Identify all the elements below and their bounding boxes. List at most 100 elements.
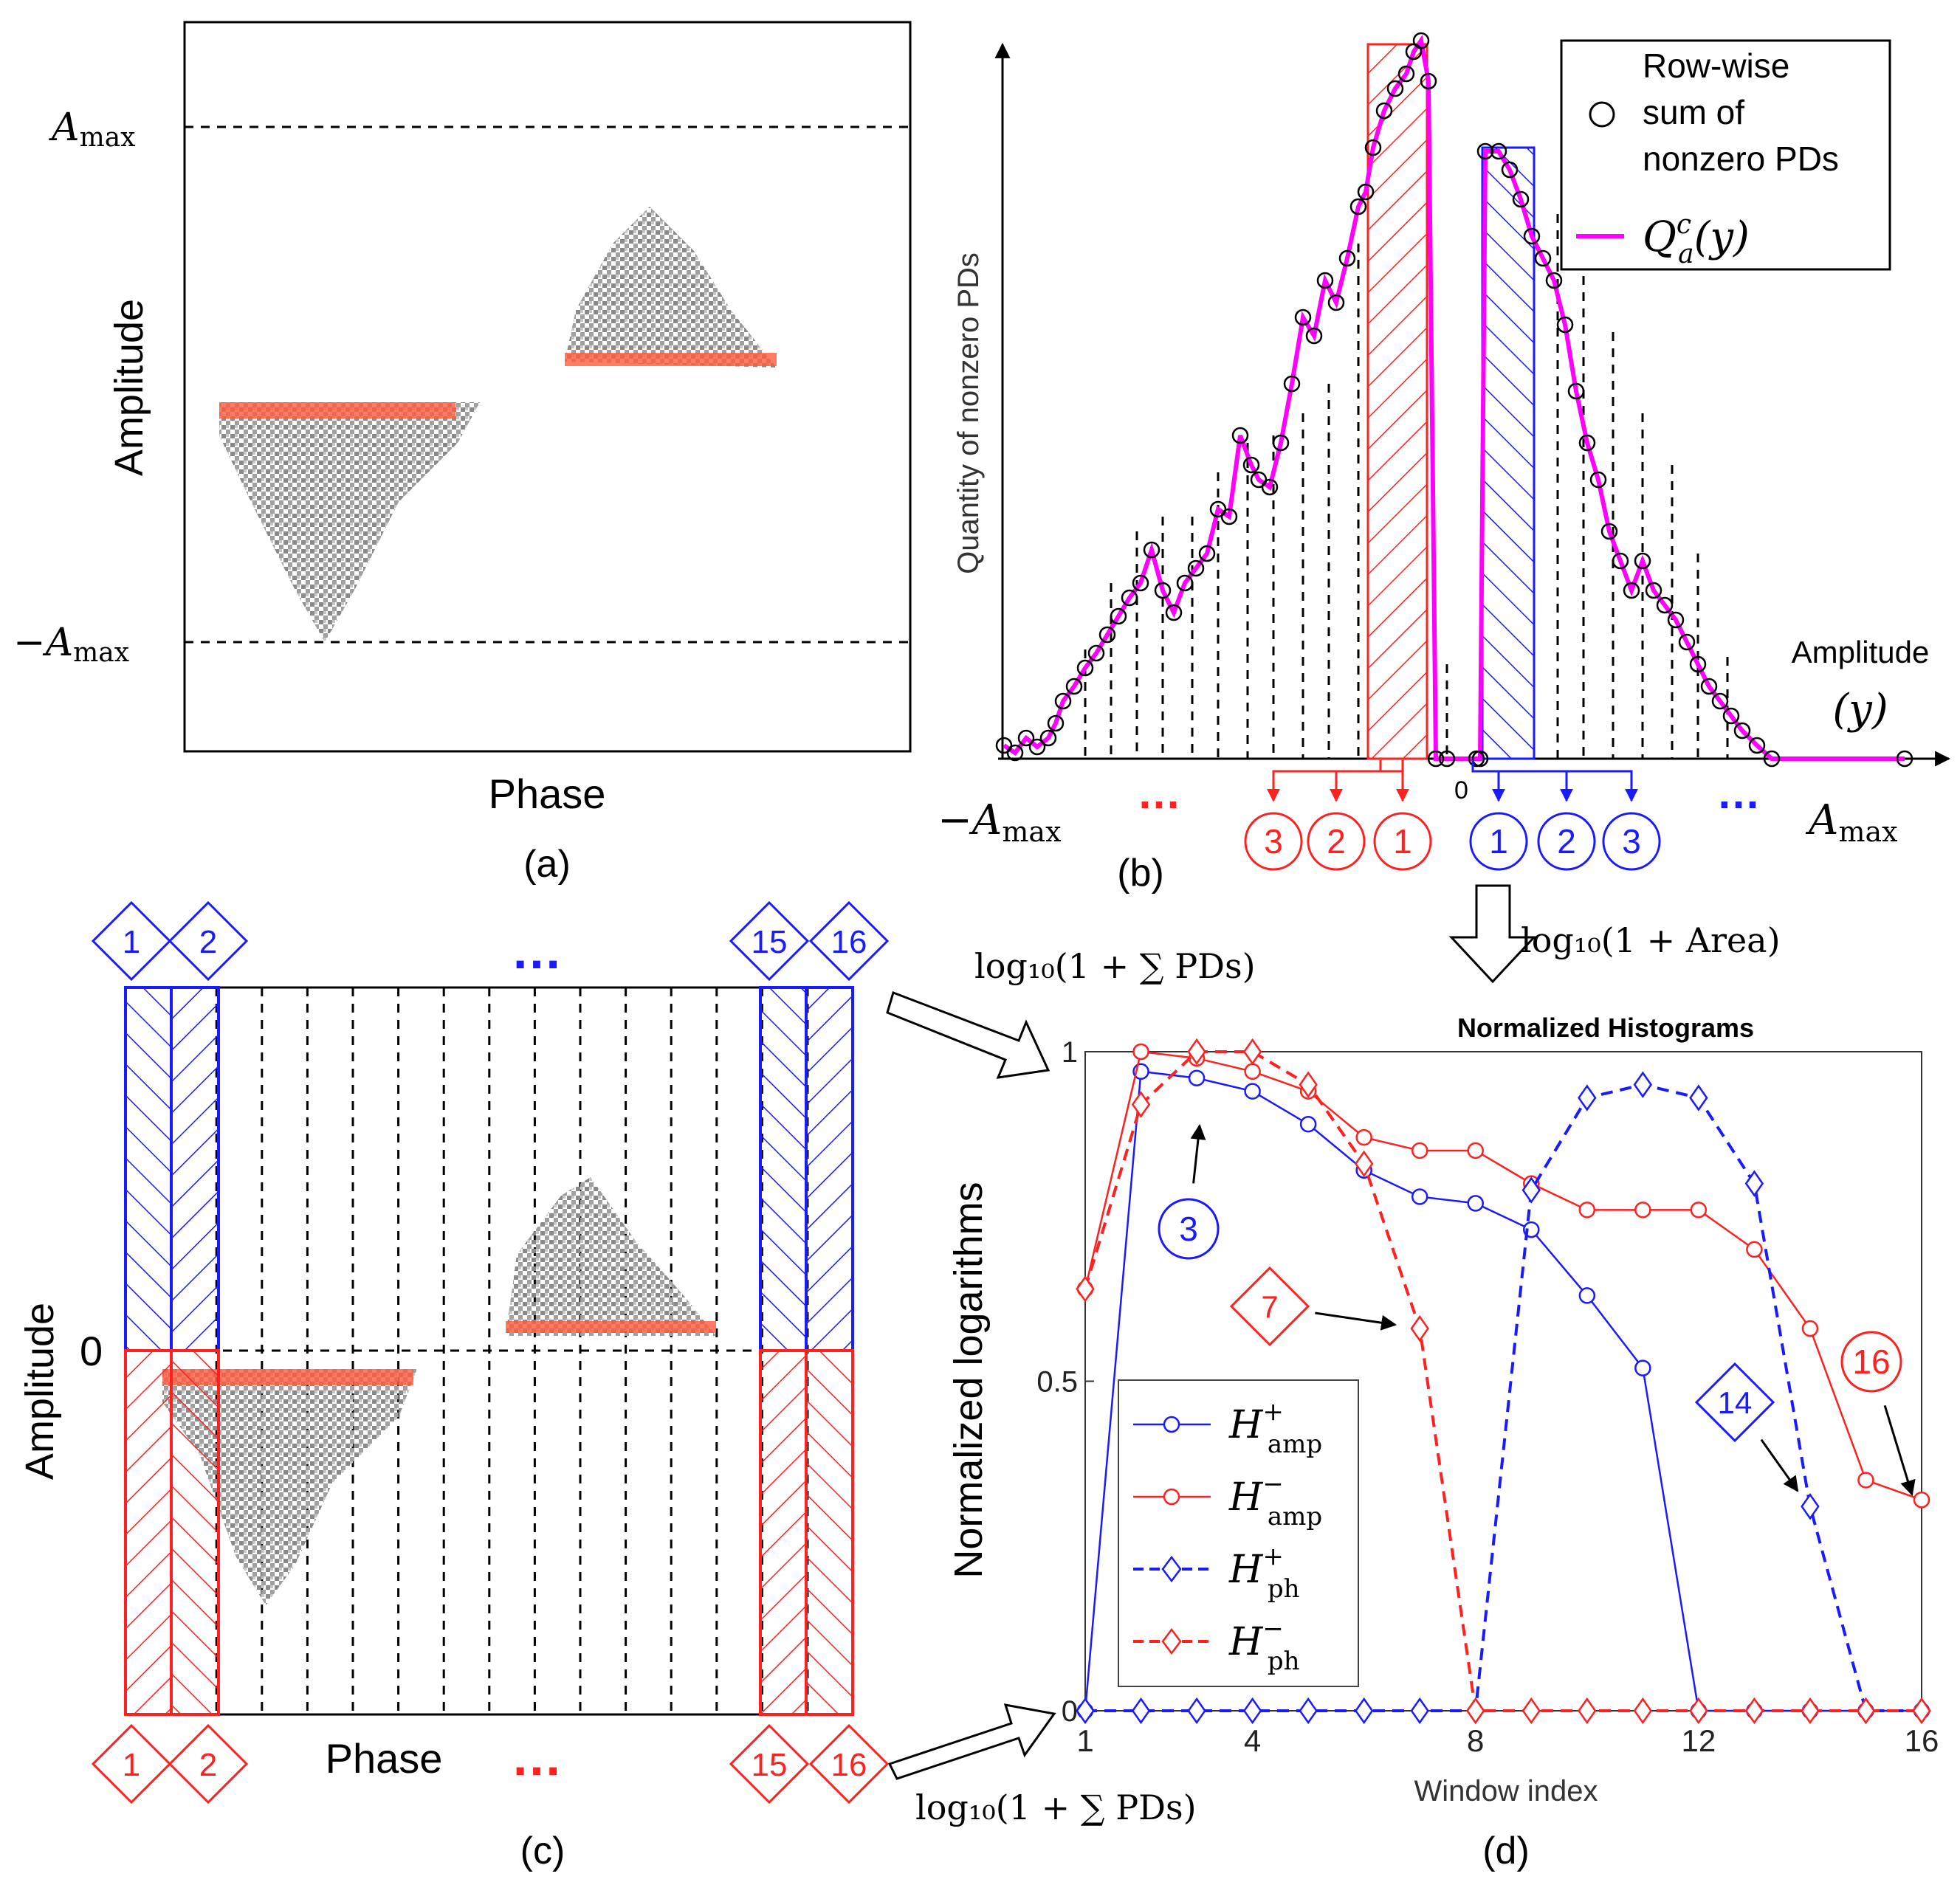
b-blue-ellipsis: …: [1716, 768, 1761, 818]
panel-c-caption: (c): [520, 1830, 565, 1872]
b-rowsum-marker: [1523, 227, 1541, 245]
legend-entry-H-ph: H− ph: [1133, 1614, 1300, 1676]
b-legend-circle-line2: sum of: [1643, 93, 1744, 131]
b-rowsum-marker: [1132, 574, 1149, 592]
annotation-badge-label: 7: [1261, 1289, 1278, 1324]
b-pos-window-badge-label: 3: [1622, 822, 1641, 861]
c-top-window-2: [170, 986, 220, 1352]
data-point-H-amp: [1244, 1063, 1261, 1080]
b-rowsum-marker: [1490, 142, 1507, 160]
panel-d-caption: (d): [1482, 1830, 1530, 1872]
b-rowsum-marker: [1231, 427, 1249, 444]
b-rowsum-marker: [1327, 294, 1345, 311]
data-point-H+ph: [1076, 1697, 1095, 1725]
c-to-d-upper-arrow: log₁₀(1 + ∑ PDs): [886, 946, 1256, 1079]
c-bottom-window-badge-label: 1: [123, 1747, 140, 1783]
data-point-H+ph: [1410, 1697, 1429, 1725]
data-point-H-amp: [1746, 1241, 1763, 1258]
b-pos-window-badge: 1: [1469, 812, 1528, 871]
c-ylabel: Amplitude: [18, 1303, 62, 1480]
data-point-H+ph: [1354, 1697, 1374, 1725]
annotation-badge: 7: [1229, 1266, 1310, 1347]
b-legend-circle-line1: Row-wise: [1643, 46, 1789, 85]
data-point-H+amp: [1299, 1115, 1317, 1133]
data-point-H+ph: [1242, 1697, 1262, 1725]
data-point-H+amp: [1411, 1188, 1428, 1205]
b-neg-window-badge-label: 2: [1327, 822, 1346, 861]
c-positive-hotband: [506, 1321, 716, 1333]
b-rowsum-marker: [1427, 750, 1445, 768]
c-bottom-window-1: [124, 1349, 173, 1716]
series-H+ph: [1076, 1071, 1931, 1725]
b-legend-circle-line3: nonzero PDs: [1643, 139, 1839, 178]
b-rowsum-marker: [1357, 183, 1375, 201]
data-point-H-amp: [1132, 1043, 1149, 1061]
b-rowsum-marker: [1261, 478, 1279, 496]
data-point-H-ph: [1856, 1697, 1876, 1725]
c-bottom-window-2: [170, 1349, 220, 1716]
panel-a: Amax −Amax Amplitude Phase (a): [13, 21, 912, 886]
legend-marker: [1163, 1488, 1180, 1506]
b-pos-window-badge: 2: [1537, 812, 1596, 871]
b-rowsum-marker: [1634, 552, 1651, 570]
b-xlabel-line1: Amplitude: [1792, 635, 1930, 669]
b-rowsum-marker: [1047, 714, 1065, 732]
b-rowsum-marker: [1198, 545, 1216, 562]
c-top-window-badge: 15: [729, 900, 810, 982]
x-tick-label: 16: [1905, 1723, 1939, 1758]
data-point-H+amp: [1244, 1083, 1261, 1100]
annotation-badge-label: 16: [1852, 1342, 1890, 1381]
b-rowsum-marker: [1700, 678, 1718, 695]
b-rowsum-marker: [1397, 65, 1415, 83]
panel-a-xlabel: Phase: [489, 771, 606, 817]
b-rowsum-marker: [1220, 508, 1238, 525]
b-rowsum-marker: [1316, 272, 1334, 289]
b-rowsum-marker: [1763, 750, 1781, 768]
b-legend-line-label: Qc a(y): [1643, 210, 1750, 269]
c-top-window-badge: 2: [168, 900, 249, 982]
data-point-H-ph: [1912, 1697, 1931, 1725]
b-neg-amax-label: −Amax: [938, 796, 1062, 848]
b-neg-window-badge-outline: [1373, 812, 1432, 871]
c-top-window-badges: 1 2 15 16: [91, 900, 890, 982]
b-rowsum-marker: [1733, 722, 1751, 740]
chart-legend-box: [1118, 1379, 1359, 1687]
b-ylabel: Quantity of nonzero PDs: [952, 252, 985, 574]
b-rowsum-marker: [1054, 692, 1072, 710]
area-formula: log₁₀(1 + Area): [1521, 920, 1781, 960]
data-point-H-amp: [1467, 1142, 1484, 1159]
b-pos-window-badge-label: 2: [1557, 822, 1576, 861]
b-rowsum-marker: [1476, 142, 1494, 160]
b-pos-window-badge: 3: [1602, 812, 1661, 871]
series-line-H-amp: [1084, 1050, 1922, 1501]
b-to-d-arrow: log₁₀(1 + Area): [1448, 884, 1781, 984]
data-point-H-ph: [1689, 1697, 1708, 1725]
series-line-H+ph: [1085, 1083, 1922, 1712]
data-point-H-ph: [1076, 1275, 1095, 1303]
b-rowsum-marker: [1589, 471, 1607, 489]
c-top-window-16: [805, 986, 854, 1352]
b-qac-line: [1003, 35, 1905, 761]
b-profile-curve: [995, 32, 1913, 768]
data-point-H+amp: [1188, 1069, 1206, 1086]
legend-marker: [1163, 1416, 1180, 1433]
data-point-H+ph: [1744, 1170, 1764, 1197]
panel-a-ylabel: Amplitude: [107, 299, 151, 476]
b-rowsum-marker: [1567, 382, 1585, 400]
legend-label: H+ ph: [1228, 1542, 1300, 1604]
c-top-window-badge: 1: [91, 900, 172, 982]
c-top-window-badge-outline: [808, 900, 890, 982]
b-rowsum-marker: [1305, 327, 1323, 345]
data-point-H+amp: [1467, 1195, 1484, 1212]
data-point-H-amp: [1913, 1491, 1930, 1509]
b-rowsum-marker: [1338, 249, 1356, 267]
c-zero-label: 0: [80, 1328, 103, 1374]
b-legend-box: [1560, 39, 1891, 271]
x-tick-label: 8: [1467, 1723, 1484, 1758]
y-tick-label: 1: [1062, 1036, 1078, 1069]
c-negative-hotband: [162, 1369, 413, 1385]
chart-ylabel: Normalized logarithms: [946, 1182, 991, 1578]
b-rowsum-marker: [1667, 611, 1685, 629]
b-rowsum-marker: [1612, 552, 1629, 570]
